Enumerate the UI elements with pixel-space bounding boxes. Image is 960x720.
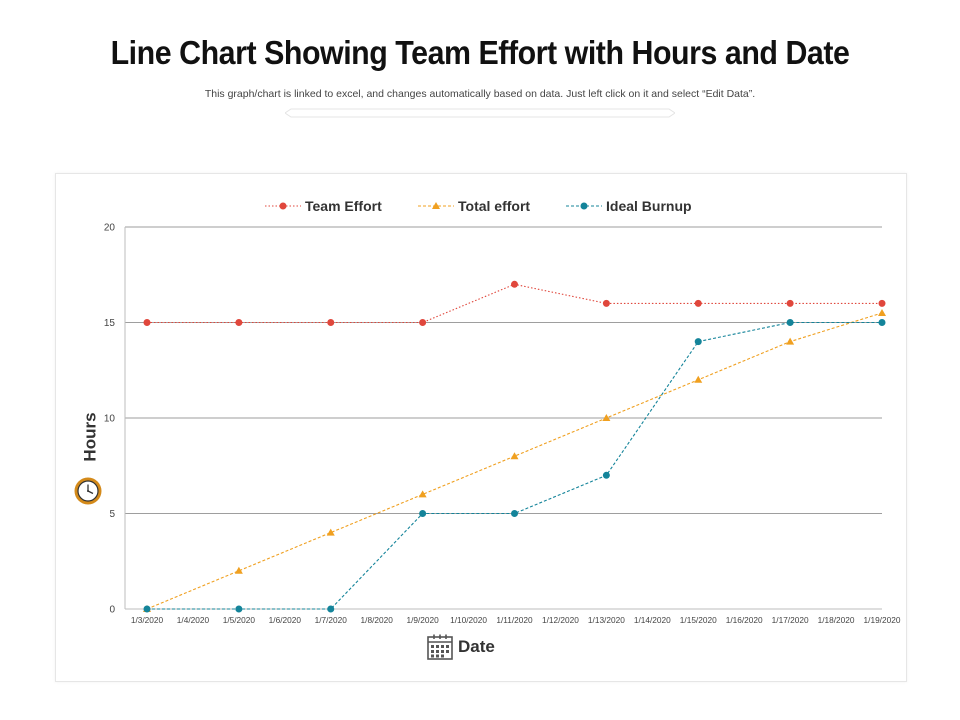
total-effort-point [602,414,611,421]
total-effort-point [878,308,886,316]
chart-card [55,173,907,682]
x-tick-label: 1/14/2020 [634,615,671,625]
x-tick-label: 1/18/2020 [818,615,855,625]
y-tick-label: 10 [104,414,116,425]
team-effort-point [878,299,886,307]
x-axis-title: Date [458,637,495,656]
total-effort-point [418,490,427,498]
legend-swatch-marker [279,202,287,210]
x-tick-label: 1/16/2020 [726,615,763,625]
team-effort-point [235,319,243,326]
team-effort-point [143,319,151,326]
team-effort-point [327,319,335,326]
x-tick-label: 1/8/2020 [361,615,394,625]
team-effort-point [602,299,610,307]
legend-swatch-marker [580,202,588,210]
x-tick-label: 1/17/2020 [772,615,809,625]
x-tick-label: 1/13/2020 [588,615,625,625]
ideal-burnup-point [143,605,151,613]
y-axis-title: Hours [80,412,100,462]
ideal-burnup-line [147,321,882,610]
total-effort-point [510,452,519,460]
x-tick-label: 1/4/2020 [177,615,210,625]
total-effort-point [234,566,243,574]
ideal-burnup-point [602,471,610,479]
legend-label-total-effort: Total effort [458,198,530,214]
page-title: Line Chart Showing Team Effort with Hour… [110,34,850,71]
x-tick-label: 1/12/2020 [542,615,579,625]
clock-icon [74,477,102,505]
decorative-divider [285,108,675,118]
x-tick-label: 1/10/2020 [450,615,487,625]
team-effort-point [419,319,427,326]
x-tick-label: 1/7/2020 [315,615,348,625]
total-effort-point [786,337,795,345]
team-effort-point [511,280,518,288]
x-tick-label: 1/5/2020 [223,615,256,625]
ideal-burnup-point [878,319,886,326]
total-effort-point [694,375,703,383]
page-subtitle: This graph/chart is linked to excel, and… [204,88,756,100]
legend-swatch-marker [432,202,440,209]
x-tick-label: 1/6/2020 [269,615,302,625]
legend-label-ideal-burnup: Ideal Burnup [606,198,692,214]
x-tick-label: 1/9/2020 [406,615,439,625]
ideal-burnup-point [419,510,427,517]
legend-label-team-effort: Team Effort [305,198,382,214]
y-tick-label: 5 [109,509,115,520]
y-tick-label: 0 [109,605,115,616]
ideal-burnup-point [511,510,518,517]
x-tick-label: 1/11/2020 [496,615,533,625]
calendar-icon [427,634,453,660]
team-effort-point [694,299,702,307]
total-effort-point [326,528,335,536]
y-tick-label: 20 [104,223,116,234]
total-effort-line [146,312,883,610]
ideal-burnup-point [786,319,794,326]
team-effort-point [786,299,794,307]
x-tick-label: 1/15/2020 [680,615,717,625]
ideal-burnup-point [327,605,335,613]
y-tick-label: 15 [104,318,116,329]
ideal-burnup-point [235,605,243,613]
ideal-burnup-point [694,338,702,346]
team-effort-line [147,283,882,324]
x-tick-label: 1/3/2020 [131,615,164,625]
x-tick-label: 1/19/2020 [864,615,901,625]
